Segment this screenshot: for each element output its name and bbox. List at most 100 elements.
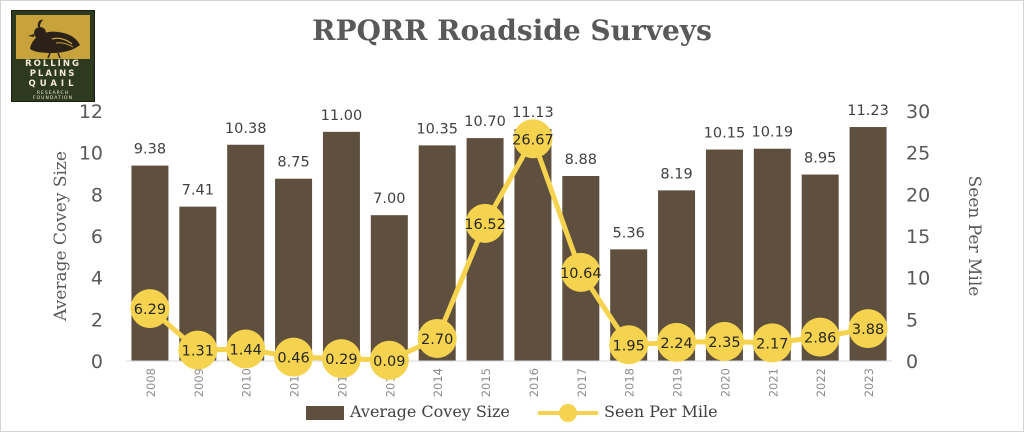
- y-tick-label: 12: [79, 101, 103, 123]
- logo-text-foundation: FOUNDATION: [33, 96, 73, 101]
- x-tick-label: 2017: [575, 368, 589, 397]
- line-point: [800, 317, 840, 357]
- logo-text-rolling: ROLLING: [25, 59, 81, 69]
- bar-value-label: 8.88: [565, 152, 597, 168]
- y2-axis-title: Seen Per Mile: [964, 176, 984, 297]
- line-value-label: 0.46: [277, 351, 309, 367]
- x-tick-label: 2015: [479, 368, 493, 397]
- y-tick-label: 4: [91, 268, 103, 290]
- bar-value-label: 10.35: [416, 121, 458, 137]
- bar-value-label: 10.19: [752, 125, 794, 141]
- bar-value-label: 7.41: [182, 183, 214, 199]
- x-tick-label: 2010: [240, 368, 254, 397]
- line-point: [704, 321, 744, 361]
- y2-tick-label: 0: [906, 351, 918, 373]
- bar-labels-layer: 9.38 7.41 10.38 8.75 11.00 7.00 10.35 10.70 11.1…: [134, 103, 889, 241]
- bar-2011: [275, 178, 313, 361]
- line-value-label: 16.52: [464, 217, 506, 233]
- x-tick-label: 2009: [192, 368, 206, 397]
- bar-value-label: 8.19: [660, 166, 692, 182]
- line-value-label: 1.44: [230, 343, 262, 359]
- logo-text-plains: PLAINS: [29, 69, 77, 79]
- line-value-label: 2.70: [421, 332, 453, 348]
- y2-tick-label: 20: [906, 184, 930, 206]
- line-value-label: 26.67: [512, 132, 554, 148]
- line-seen-per-mile: [148, 136, 869, 363]
- line-value-label: 10.64: [560, 266, 602, 282]
- axes-layer: 0 2 4 6 8 10 12 0 5 10 15 20 25 30 Average Covey Size S…: [51, 101, 984, 397]
- line-value-label: 0.09: [373, 354, 405, 370]
- line-point: [369, 340, 409, 380]
- line-point: [561, 252, 601, 292]
- legend-label-seen-per-mile: Seen Per Mile: [604, 402, 718, 421]
- bar-2013: [370, 215, 408, 361]
- line-value-label: 1.31: [182, 344, 214, 360]
- bar-value-label: 8.75: [277, 155, 309, 171]
- x-tick-label: 2023: [862, 368, 876, 397]
- line-point: [609, 325, 649, 365]
- line-value-label: 2.24: [660, 336, 692, 352]
- line-value-label: 1.95: [613, 338, 645, 354]
- legend-line-swatch: [538, 404, 598, 422]
- line-layer: 6.29 1.31 1.44 0.46 0.29 0.09 2.70 16.52 26.67 10…: [130, 119, 888, 380]
- line-value-label: 2.86: [804, 331, 836, 347]
- bar-2008: [131, 165, 169, 361]
- y2-tick-label: 25: [906, 143, 930, 165]
- quail-icon: [16, 15, 90, 59]
- bar-2012: [322, 131, 360, 361]
- line-value-label: 0.29: [325, 352, 357, 368]
- bar-value-label: 10.38: [225, 121, 267, 137]
- line-point: [657, 322, 697, 362]
- y-tick-label: 0: [91, 351, 103, 373]
- bar-value-label: 11.23: [847, 103, 889, 119]
- line-point: [752, 323, 792, 363]
- y-tick-label: 6: [91, 226, 103, 248]
- line-point: [130, 289, 170, 329]
- line-point: [848, 309, 888, 349]
- line-value-label: 6.29: [134, 302, 166, 318]
- line-point: [178, 330, 218, 370]
- line-point: [274, 337, 314, 377]
- line-value-label: 3.88: [852, 322, 884, 338]
- y2-tick-label: 15: [906, 226, 930, 248]
- y-axis-title: Average Covey Size: [51, 151, 71, 322]
- y-tick-label: 8: [91, 184, 103, 206]
- y2-tick-label: 30: [906, 101, 930, 123]
- bar-value-label: 7.00: [373, 191, 405, 207]
- rolling-plains-quail-logo: ROLLING PLAINS QUAIL RESEARCH FOUNDATION: [11, 10, 95, 102]
- y2-tick-label: 10: [906, 268, 930, 290]
- x-tick-label: 2022: [814, 368, 828, 397]
- line-point: [226, 329, 266, 369]
- logo-text-quail: QUAIL: [28, 79, 78, 89]
- legend-bar-swatch: [306, 406, 344, 420]
- bar-value-label: 11.13: [512, 105, 554, 121]
- line-point: [417, 319, 457, 358]
- bar-value-label: 8.95: [804, 151, 836, 167]
- line-point: [465, 203, 505, 243]
- x-tick-label: 2019: [671, 368, 685, 397]
- chart-title: RPQRR Roadside Surveys: [312, 14, 712, 47]
- line-value-label: 2.17: [756, 336, 788, 352]
- bar-value-label: 11.00: [321, 108, 363, 124]
- line-value-label: 2.35: [708, 335, 740, 351]
- legend-label-average-covey-size: Average Covey Size: [350, 402, 510, 421]
- x-tick-label: 2018: [623, 368, 637, 397]
- y-tick-label: 10: [79, 143, 103, 165]
- y-tick-label: 2: [91, 309, 103, 331]
- logo-text-research: RESEARCH: [36, 91, 70, 96]
- bar-value-label: 10.70: [464, 114, 506, 130]
- x-tick-label: 2021: [766, 368, 780, 397]
- x-tick-label: 2008: [144, 368, 158, 397]
- line-point: [513, 119, 553, 159]
- x-tick-label: 2014: [431, 368, 445, 397]
- bar-value-label: 9.38: [134, 142, 166, 158]
- bar-value-label: 10.15: [704, 126, 746, 142]
- line-point: [321, 339, 361, 379]
- chart-legend: Average Covey Size Seen Per Mile: [0, 401, 1024, 425]
- x-tick-label: 2020: [718, 368, 732, 397]
- bar-value-label: 5.36: [613, 225, 645, 241]
- bar-2010: [227, 144, 265, 361]
- y2-tick-label: 5: [906, 309, 918, 331]
- x-tick-label: 2016: [527, 368, 541, 397]
